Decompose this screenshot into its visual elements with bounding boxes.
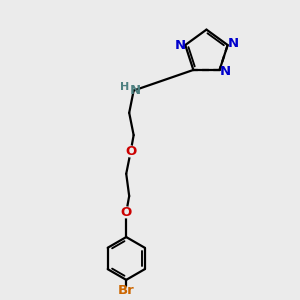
Circle shape — [121, 207, 132, 218]
Text: O: O — [125, 145, 136, 158]
Text: N: N — [130, 84, 141, 97]
Text: N: N — [227, 37, 239, 50]
Text: N: N — [219, 65, 230, 78]
Text: O: O — [121, 206, 132, 219]
Text: H: H — [120, 82, 129, 92]
Circle shape — [125, 146, 136, 157]
Text: N: N — [174, 38, 185, 52]
Text: Br: Br — [118, 284, 135, 297]
